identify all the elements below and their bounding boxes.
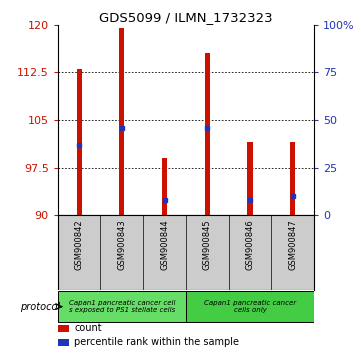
Text: GSM900843: GSM900843 — [117, 219, 126, 270]
Text: GSM900842: GSM900842 — [75, 219, 84, 269]
Text: GSM900846: GSM900846 — [245, 219, 255, 270]
Bar — [58, 339, 69, 346]
Bar — [58, 325, 69, 332]
Bar — [162, 158, 167, 215]
Bar — [205, 53, 210, 215]
Text: Capan1 pancreatic cancer
cells only: Capan1 pancreatic cancer cells only — [204, 300, 296, 313]
Text: GSM900845: GSM900845 — [203, 219, 212, 269]
Title: GDS5099 / ILMN_1732323: GDS5099 / ILMN_1732323 — [99, 11, 273, 24]
Text: percentile rank within the sample: percentile rank within the sample — [74, 337, 239, 347]
Text: count: count — [74, 324, 102, 333]
Text: Capan1 pancreatic cancer cell
s exposed to PS1 stellate cells: Capan1 pancreatic cancer cell s exposed … — [69, 300, 175, 313]
FancyBboxPatch shape — [186, 291, 314, 322]
Bar — [247, 142, 253, 215]
Text: GSM900844: GSM900844 — [160, 219, 169, 269]
Bar — [119, 28, 125, 215]
Bar — [290, 142, 295, 215]
Text: protocol: protocol — [19, 302, 60, 312]
Bar — [77, 69, 82, 215]
FancyBboxPatch shape — [58, 291, 186, 322]
Text: GSM900847: GSM900847 — [288, 219, 297, 270]
